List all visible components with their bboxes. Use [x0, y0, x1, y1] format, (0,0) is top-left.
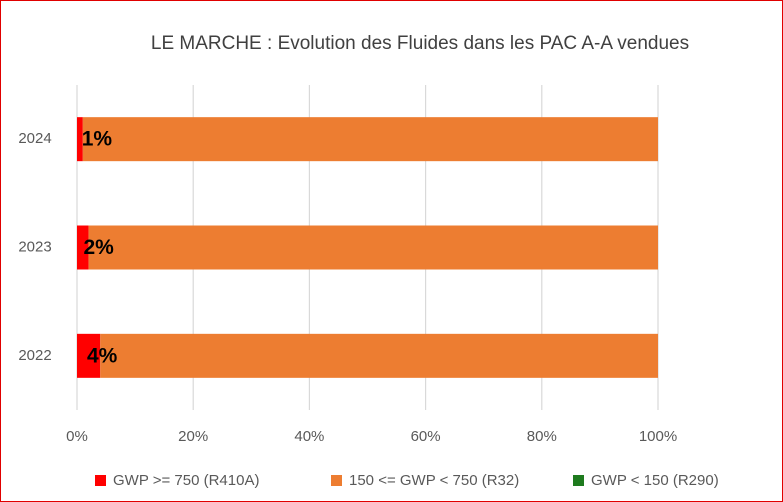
- legend-swatch: [573, 475, 584, 486]
- legend-swatch: [331, 475, 342, 486]
- y-tick-label: 2022: [18, 347, 51, 364]
- x-tick-label: 20%: [178, 428, 208, 445]
- value-label: 4%: [87, 344, 118, 367]
- bar-segment: [88, 225, 659, 270]
- value-label: 1%: [82, 128, 113, 151]
- x-tick-label: 100%: [639, 428, 677, 445]
- chart-title: LE MARCHE : Evolution des Fluides dans l…: [151, 33, 689, 54]
- bar-segment: [77, 117, 83, 162]
- bar-segment: [77, 225, 89, 270]
- bar-segment: [82, 117, 658, 162]
- x-tick-label: 0%: [66, 428, 88, 445]
- value-label: 2%: [83, 236, 114, 259]
- y-tick-label: 2024: [18, 130, 51, 147]
- x-tick-label: 60%: [411, 428, 441, 445]
- legend-label: GWP >= 750 (R410A): [113, 472, 259, 489]
- legend-swatch: [95, 475, 106, 486]
- x-tick-label: 40%: [294, 428, 324, 445]
- x-tick-label: 80%: [527, 428, 557, 445]
- bar-segment: [77, 333, 101, 378]
- bar-segment: [100, 333, 659, 378]
- legend-label: GWP < 150 (R290): [591, 472, 719, 489]
- y-tick-label: 2023: [18, 238, 51, 255]
- legend-label: 150 <= GWP < 750 (R32): [349, 472, 519, 489]
